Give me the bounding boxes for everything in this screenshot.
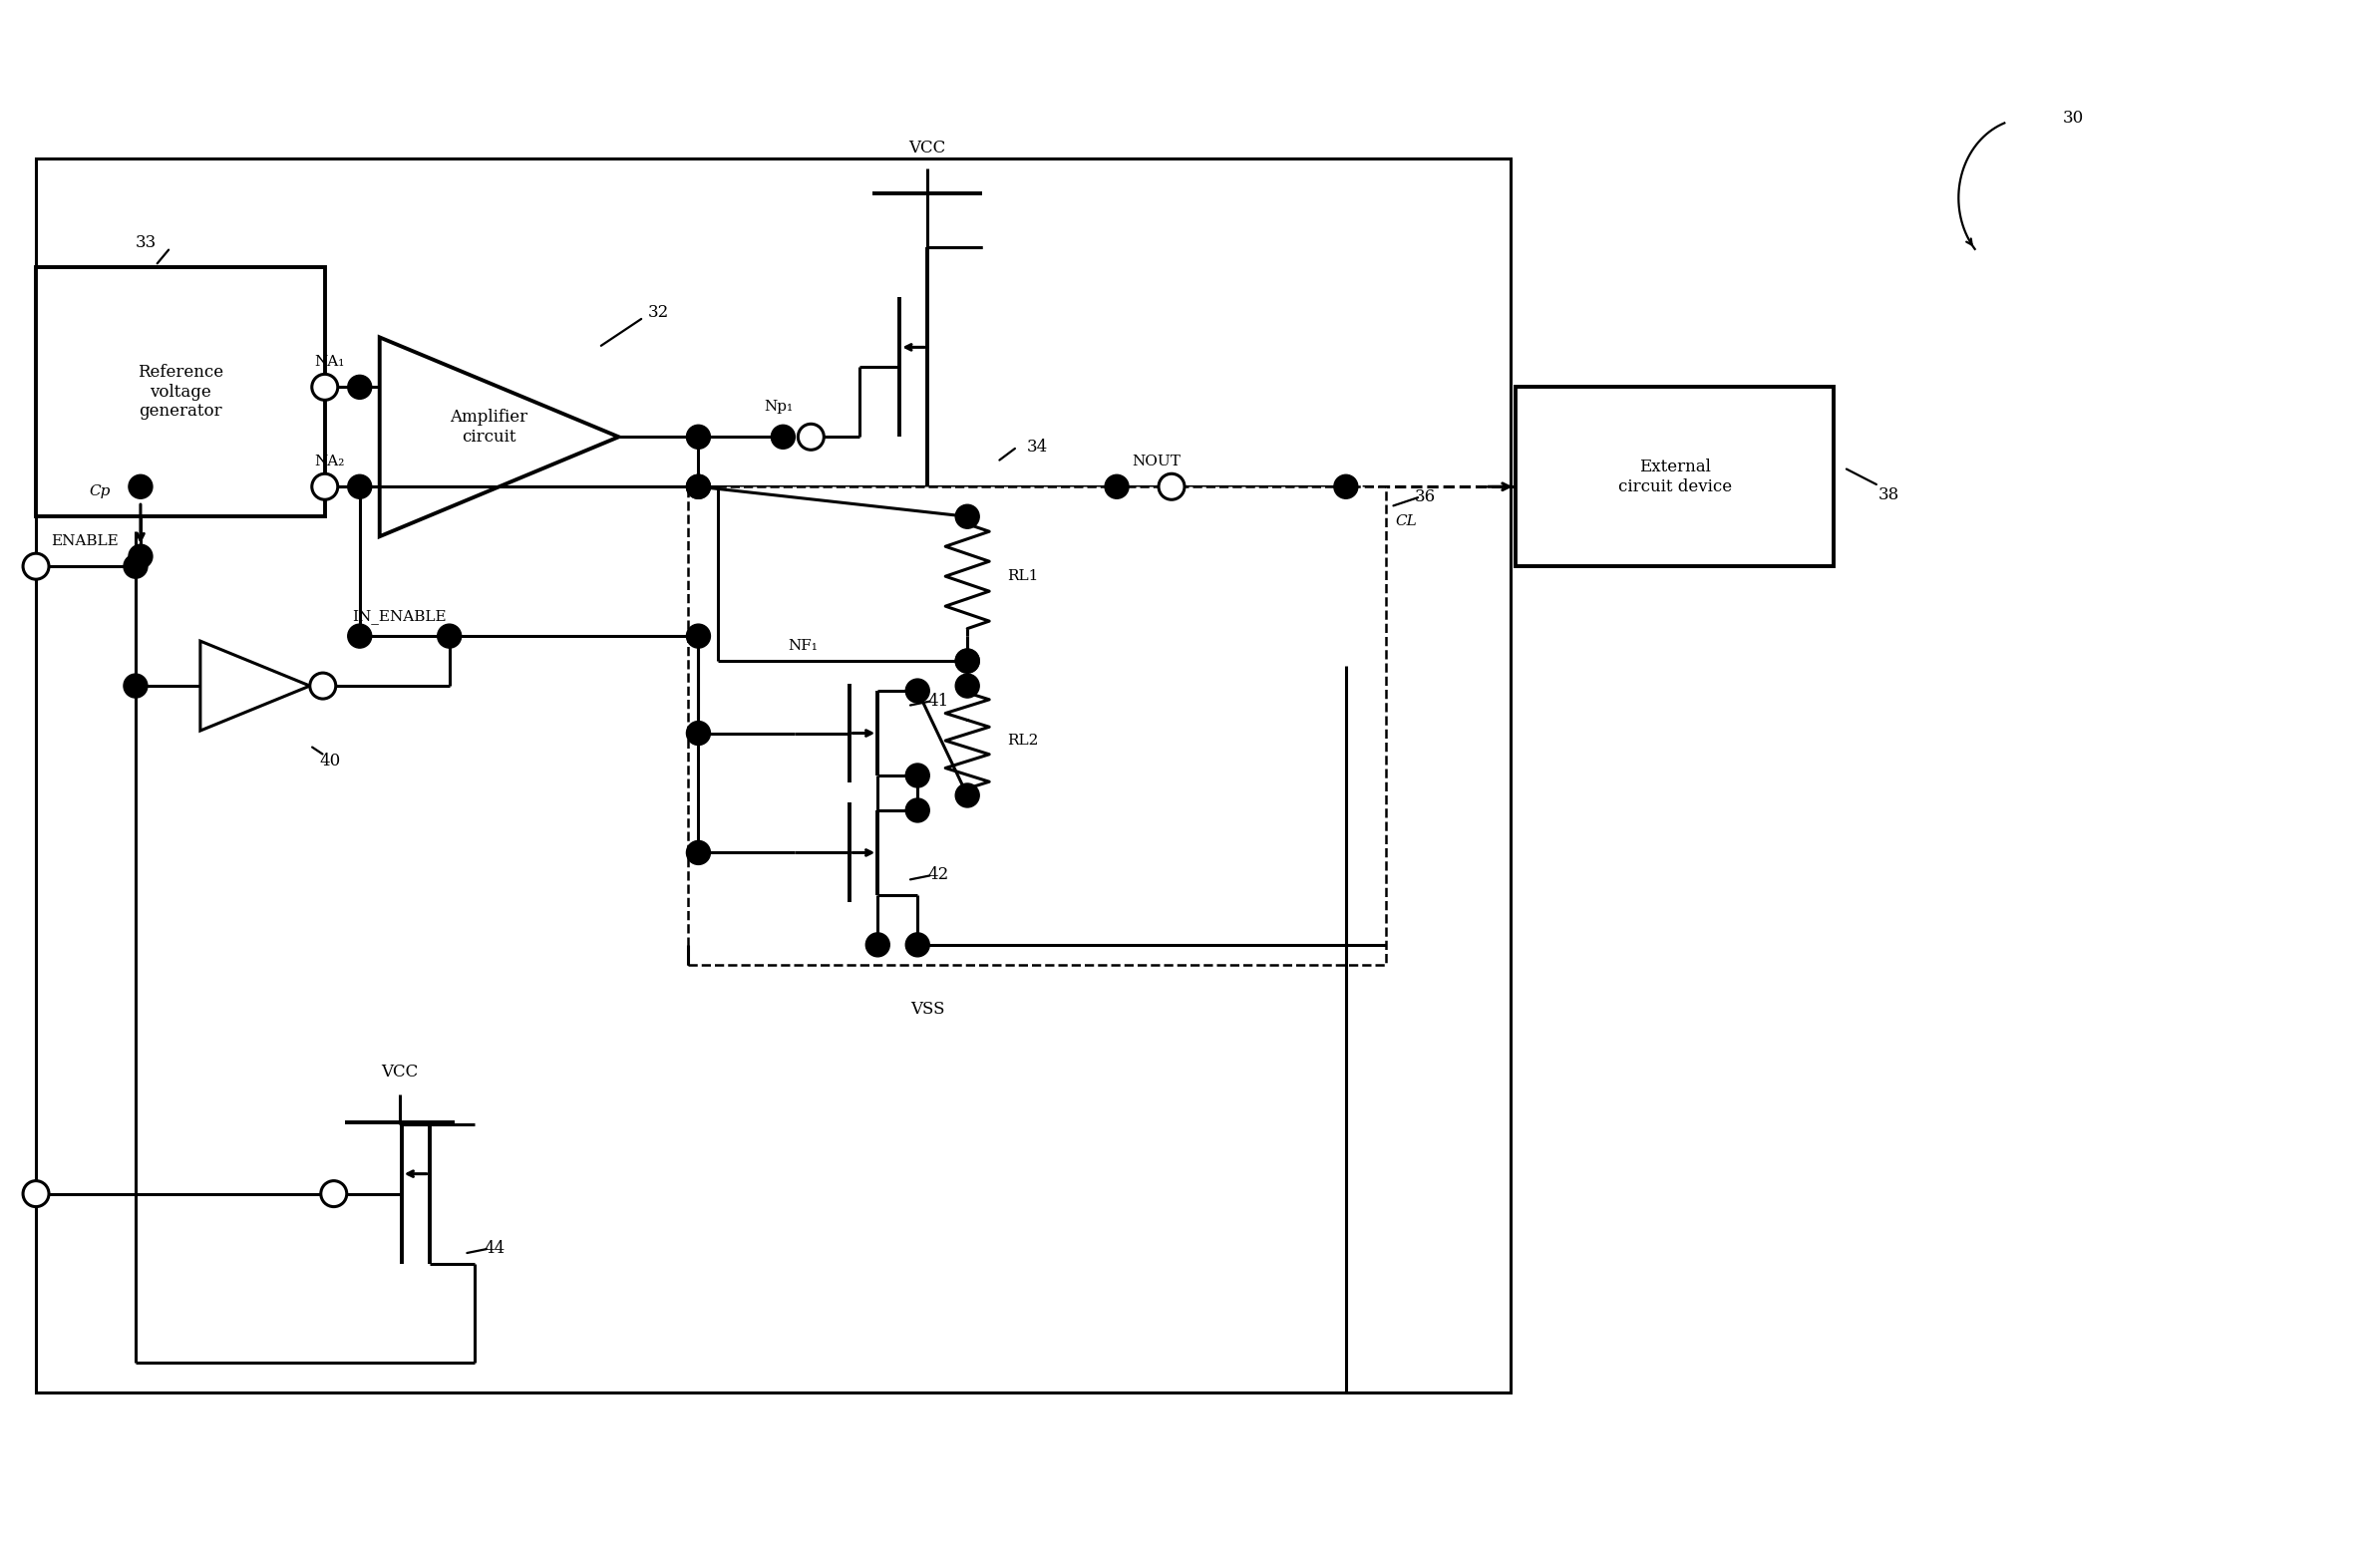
- Circle shape: [312, 373, 338, 400]
- Circle shape: [24, 1180, 50, 1207]
- Circle shape: [685, 721, 709, 745]
- Text: 32: 32: [647, 304, 669, 321]
- Text: Amplifier
circuit: Amplifier circuit: [450, 409, 528, 446]
- Circle shape: [685, 475, 709, 498]
- Text: 30: 30: [2063, 110, 2085, 127]
- Text: 36: 36: [1416, 488, 1435, 505]
- Circle shape: [907, 798, 931, 822]
- Circle shape: [347, 475, 371, 498]
- Text: VCC: VCC: [381, 1063, 419, 1080]
- Circle shape: [129, 545, 152, 568]
- Text: NF₁: NF₁: [788, 639, 819, 653]
- Text: Cp: Cp: [90, 485, 109, 498]
- Text: IN_ENABLE: IN_ENABLE: [352, 609, 447, 623]
- Text: Np₁: Np₁: [764, 400, 793, 414]
- Text: Reference
voltage
generator: Reference voltage generator: [138, 364, 224, 420]
- Text: 42: 42: [928, 867, 950, 884]
- Text: RL1: RL1: [1007, 569, 1038, 583]
- Circle shape: [1333, 475, 1359, 498]
- FancyBboxPatch shape: [36, 267, 324, 517]
- Circle shape: [685, 424, 709, 449]
- Text: NA₁: NA₁: [314, 355, 345, 369]
- Circle shape: [24, 554, 50, 579]
- Text: VSS: VSS: [909, 1001, 945, 1018]
- Text: 38: 38: [1878, 486, 1899, 503]
- Text: 41: 41: [928, 693, 950, 710]
- Text: CL: CL: [1395, 514, 1418, 529]
- FancyBboxPatch shape: [1516, 387, 1835, 566]
- Text: RL2: RL2: [1007, 733, 1038, 748]
- Circle shape: [1159, 474, 1185, 500]
- Text: ENABLE: ENABLE: [50, 534, 119, 548]
- Circle shape: [771, 424, 795, 449]
- Circle shape: [954, 674, 978, 697]
- Text: 40: 40: [319, 751, 340, 768]
- Circle shape: [907, 934, 931, 957]
- Circle shape: [124, 674, 148, 697]
- Circle shape: [954, 784, 978, 807]
- Circle shape: [438, 623, 462, 648]
- Circle shape: [347, 375, 371, 400]
- Text: External
circuit device: External circuit device: [1618, 458, 1733, 495]
- Text: 34: 34: [1028, 438, 1047, 455]
- Circle shape: [685, 841, 709, 864]
- Circle shape: [309, 673, 336, 699]
- Circle shape: [685, 475, 709, 498]
- Circle shape: [129, 475, 152, 498]
- Circle shape: [347, 623, 371, 648]
- Circle shape: [797, 424, 823, 451]
- Circle shape: [1104, 475, 1128, 498]
- Circle shape: [866, 934, 890, 957]
- Circle shape: [124, 554, 148, 579]
- Circle shape: [312, 474, 338, 500]
- Circle shape: [685, 623, 709, 648]
- Circle shape: [954, 650, 978, 673]
- Circle shape: [907, 764, 931, 787]
- Text: NOUT: NOUT: [1133, 455, 1180, 469]
- Circle shape: [321, 1180, 347, 1207]
- Circle shape: [954, 650, 978, 673]
- Text: NA₂: NA₂: [314, 455, 345, 469]
- FancyBboxPatch shape: [688, 486, 1385, 964]
- Text: 44: 44: [483, 1241, 505, 1258]
- Circle shape: [954, 505, 978, 529]
- Text: VCC: VCC: [909, 139, 947, 156]
- Circle shape: [907, 679, 931, 702]
- Text: 33: 33: [136, 235, 157, 252]
